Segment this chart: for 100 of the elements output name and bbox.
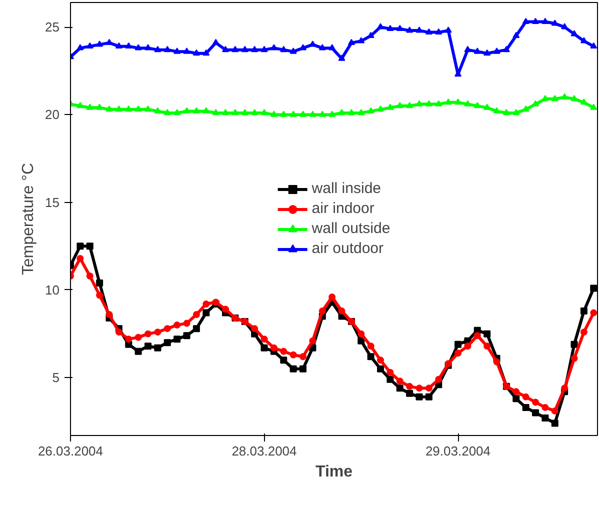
point [444,26,452,33]
point [309,337,316,344]
point [386,104,394,110]
point [396,102,404,108]
point [542,94,549,102]
point [106,311,113,318]
x-axis-title: Time [315,464,353,480]
point [164,325,171,332]
point [435,100,442,106]
point [377,105,384,112]
point [251,325,258,332]
y-tick-label: 5 [52,370,60,386]
point [377,356,384,364]
point [134,44,142,50]
point [212,108,220,116]
point [493,48,500,54]
y-tick-label: 20 [45,107,60,122]
point [280,348,288,355]
point [474,102,481,108]
x-tick-label: 26.03.2004 [38,444,104,458]
point [570,354,578,362]
point [183,332,190,340]
x-tick-label: 28.03.2004 [232,444,297,458]
point [86,104,94,110]
point [484,49,491,56]
point [115,328,122,336]
point [338,54,346,61]
point [502,108,510,116]
point [532,18,539,24]
point [532,398,539,406]
point [338,108,346,116]
legend-label: wall outside [312,220,390,237]
point [425,393,432,400]
legend-label: air outdoor [312,240,384,257]
point [590,309,598,316]
point [76,242,84,250]
point [212,38,220,46]
point [183,320,190,327]
point [183,107,190,114]
point [309,110,316,117]
point [318,308,326,315]
point [580,328,588,336]
point [192,49,200,56]
point [154,344,162,352]
point [174,48,181,54]
point [260,336,268,343]
point [154,107,162,114]
point [358,108,365,116]
legend-label: wall inside [312,180,382,197]
point [464,100,472,106]
point [125,42,132,49]
point [377,23,384,30]
point [318,110,326,117]
point [444,98,452,105]
point [522,18,530,24]
point [270,344,278,352]
point [164,339,171,346]
point [174,108,181,116]
point [280,46,288,52]
point [348,38,355,46]
point [542,414,549,422]
point [416,100,423,106]
point [134,334,142,341]
point [580,37,588,44]
point [367,32,374,38]
point [396,378,404,385]
point [202,49,210,56]
point [125,105,132,112]
point [96,40,104,47]
point [551,20,558,26]
point [396,24,404,32]
point [532,409,539,416]
point [300,353,306,360]
point [551,94,558,102]
point [338,308,346,315]
point [425,100,432,106]
point [202,300,210,308]
point [96,104,104,110]
point [377,365,384,372]
point [86,42,94,49]
point [328,44,336,50]
point [300,110,306,117]
point [512,388,520,396]
point [493,107,500,114]
point [551,420,558,427]
point [435,376,442,383]
point [406,382,414,390]
point [222,306,229,313]
point [222,108,229,116]
point [425,28,432,35]
point [300,44,306,50]
point [522,393,530,400]
point [202,107,210,114]
point [493,358,500,366]
point [134,348,142,355]
point [192,107,200,114]
point [561,93,568,100]
point [164,108,171,116]
point [416,393,423,400]
point [76,44,84,50]
